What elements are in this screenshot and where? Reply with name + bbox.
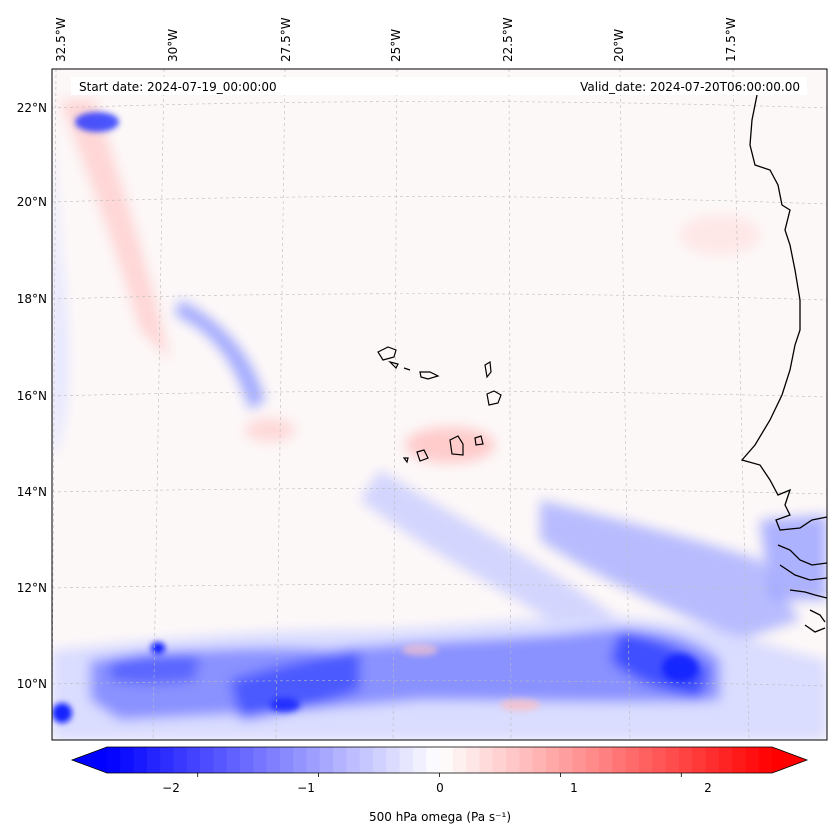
colorbar-segment xyxy=(519,747,534,773)
colorbar-segment xyxy=(213,747,228,773)
lat-label-18n: 18°N xyxy=(17,292,47,306)
colorbar-tick-label-0: 0 xyxy=(436,781,444,795)
lon-label-27-5w: 27.5°W xyxy=(279,17,293,62)
colorbar-segment xyxy=(452,747,467,773)
lon-label-22-5w: 22.5°W xyxy=(501,17,515,62)
colorbar-segment xyxy=(559,747,574,773)
colorbar-tick-label-neg2: −2 xyxy=(162,781,180,795)
lon-label-32-5w: 32.5°W xyxy=(54,17,68,62)
valid-date-label: Valid_date: 2024-07-20T06:00:00.00 xyxy=(580,80,800,94)
omega-field xyxy=(52,100,827,740)
colorbar-segment xyxy=(718,747,733,773)
lon-label-20w: 20°W xyxy=(612,29,626,62)
colorbar-segment xyxy=(439,747,454,773)
colorbar-tick-label-2: 2 xyxy=(704,781,712,795)
colorbar-segment xyxy=(466,747,480,773)
colorbar-segment xyxy=(758,747,773,773)
colorbar-segment xyxy=(319,747,334,773)
colorbar-segment xyxy=(692,747,707,773)
colorbar-segment xyxy=(678,747,693,773)
map-frame xyxy=(51,68,828,741)
colorbar-segment xyxy=(625,747,640,773)
colorbar-segments xyxy=(72,747,807,773)
colorbar-segment xyxy=(146,747,161,773)
colorbar-segment xyxy=(226,747,241,773)
lat-label-16n: 16°N xyxy=(17,389,47,403)
colorbar-segment xyxy=(346,747,361,773)
longitude-labels: 32.5°W 30°W 27.5°W 25°W 22.5°W 20°W 17.5… xyxy=(54,17,738,62)
colorbar-segment xyxy=(506,747,520,773)
colorbar-segment xyxy=(173,747,188,773)
colorbar-segment xyxy=(120,747,135,773)
colorbar-segment xyxy=(293,747,308,773)
coastline xyxy=(740,94,827,633)
colorbar-segment xyxy=(386,747,401,773)
colorbar-extend-min xyxy=(72,747,107,773)
colorbar-segment xyxy=(279,747,294,773)
colorbar-segment xyxy=(585,747,600,773)
latitude-labels: 22°N 20°N 18°N 16°N 14°N 12°N 10°N xyxy=(17,101,47,691)
colorbar-segment xyxy=(359,747,374,773)
colorbar-segment xyxy=(306,747,321,773)
lon-label-17-5w: 17.5°W xyxy=(724,17,738,62)
colorbar-segment xyxy=(399,747,414,773)
lon-label-30w: 30°W xyxy=(166,29,180,62)
colorbar-label: 500 hPa omega (Pa s⁻¹) xyxy=(369,810,511,824)
colorbar-segment xyxy=(240,747,254,773)
header-band xyxy=(71,77,807,95)
cape-verde-islands xyxy=(377,346,502,464)
colorbar-segment xyxy=(705,747,720,773)
colorbar-segment xyxy=(639,747,653,773)
colorbar-segment xyxy=(665,747,680,773)
lat-label-14n: 14°N xyxy=(17,485,47,499)
colorbar-segment xyxy=(426,747,441,773)
start-date-label: Start date: 2024-07-19_00:00:00 xyxy=(79,80,277,94)
lat-label-22n: 22°N xyxy=(17,101,47,115)
colorbar-segment xyxy=(107,747,121,773)
colorbar-segment xyxy=(133,747,148,773)
colorbar-segment xyxy=(745,747,760,773)
colorbar-segment xyxy=(545,747,560,773)
colorbar-segment xyxy=(492,747,507,773)
colorbar-segment xyxy=(200,747,214,773)
colorbar-tick-label-1: 1 xyxy=(570,781,578,795)
lat-label-10n: 10°N xyxy=(17,677,47,691)
colorbar-segment xyxy=(186,747,201,773)
colorbar-segment xyxy=(373,747,387,773)
lat-label-12n: 12°N xyxy=(17,581,47,595)
colorbar-extend-max xyxy=(772,747,807,773)
colorbar-segment xyxy=(160,747,175,773)
colorbar-tick-label-neg1: −1 xyxy=(297,781,315,795)
gridlines xyxy=(52,69,827,740)
colorbar-segment xyxy=(572,747,587,773)
colorbar-segment xyxy=(253,747,268,773)
colorbar-segment xyxy=(333,747,347,773)
colorbar-segment xyxy=(599,747,613,773)
lat-label-20n: 20°N xyxy=(17,195,47,209)
colorbar-segment xyxy=(612,747,627,773)
colorbar-segment xyxy=(479,747,494,773)
colorbar-ticks xyxy=(197,773,682,777)
colorbar-segment xyxy=(732,747,746,773)
colorbar: −2 −1 0 1 2 500 hPa omega (Pa s⁻¹) xyxy=(70,746,809,824)
colorbar-segment xyxy=(652,747,667,773)
lon-label-25w: 25°W xyxy=(389,29,403,62)
colorbar-segment xyxy=(532,747,547,773)
colorbar-segment xyxy=(412,747,427,773)
colorbar-outline xyxy=(70,746,809,774)
colorbar-segment xyxy=(266,747,281,773)
